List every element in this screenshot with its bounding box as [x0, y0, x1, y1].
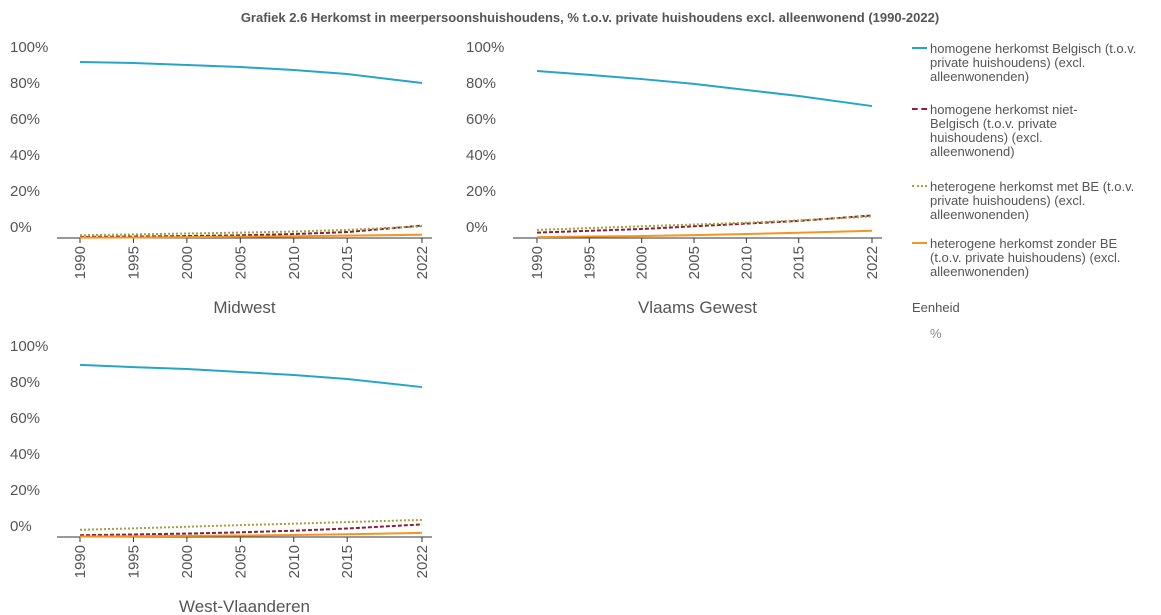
unit-title: Eenheid [912, 300, 960, 315]
legend-label: heterogene herkomst met BE (t.o.v. priva… [930, 179, 1135, 222]
series-line [536, 214, 873, 234]
y-tick-label: 40% [10, 147, 40, 164]
series-line [536, 69, 873, 108]
series-line [79, 225, 423, 237]
x-tick-label: 2010 [738, 246, 755, 279]
series-line [79, 531, 423, 538]
y-tick-label: 0% [10, 518, 32, 535]
y-tick-label: 80% [466, 75, 496, 92]
x-tick-label: 2000 [179, 246, 196, 279]
legend-label: homogene herkomst niet-Belgisch (t.o.v. … [930, 102, 1078, 159]
x-tick-label: 2005 [232, 246, 249, 279]
x-tick-label: 2005 [686, 246, 703, 279]
panel-title: Midwest [213, 298, 276, 317]
y-tick-label: 80% [10, 75, 40, 92]
x-tick-label: 2005 [232, 545, 249, 578]
x-tick-label: 2010 [286, 545, 303, 578]
y-tick-label: 60% [10, 111, 40, 128]
y-tick-label: 40% [466, 147, 496, 164]
x-tick-label: 2022 [864, 246, 881, 279]
legend-item: heterogene herkomst met BE (t.o.v. priva… [912, 180, 1137, 222]
legend-swatch [912, 47, 927, 49]
panel-title: Vlaams Gewest [638, 298, 757, 317]
series-line [536, 229, 873, 239]
y-tick-label: 20% [10, 482, 40, 499]
series-line [79, 60, 423, 85]
x-tick-label: 2015 [791, 246, 808, 279]
legend-item: heterogene herkomst zonder BE (t.o.v. pr… [912, 237, 1137, 279]
x-tick-label: 2000 [179, 545, 196, 578]
legend-label: heterogene herkomst zonder BE (t.o.v. pr… [930, 236, 1121, 279]
x-tick-label: 2000 [634, 246, 651, 279]
y-tick-label: 100% [466, 39, 504, 56]
y-tick-label: 0% [10, 219, 32, 236]
y-tick-label: 100% [10, 39, 48, 56]
series-line [79, 233, 423, 239]
x-tick-label: 2022 [414, 545, 431, 578]
series-line [536, 215, 873, 231]
panel-title: West-Vlaanderen [179, 597, 310, 615]
legend-label: homogene herkomst Belgisch (t.o.v. priva… [930, 41, 1137, 84]
y-tick-label: 20% [10, 183, 40, 200]
y-tick-label: 40% [10, 446, 40, 463]
legend-swatch [912, 185, 927, 187]
x-tick-label: 1995 [125, 545, 142, 578]
series-line [79, 523, 423, 537]
legend-swatch [912, 108, 927, 110]
x-tick-label: 1995 [125, 246, 142, 279]
y-tick-label: 60% [466, 111, 496, 128]
x-tick-label: 1990 [72, 246, 89, 279]
x-tick-label: 2010 [286, 246, 303, 279]
series-line [79, 518, 423, 531]
chart-title: Grafiek 2.6 Herkomst in meerpersoonshuis… [241, 10, 939, 25]
x-tick-label: 1990 [529, 246, 546, 279]
x-tick-label: 2015 [339, 545, 356, 578]
x-tick-label: 1990 [72, 545, 89, 578]
x-tick-label: 2022 [414, 246, 431, 279]
y-tick-label: 20% [466, 183, 496, 200]
x-tick-label: 1995 [581, 246, 598, 279]
legend-swatch [912, 242, 927, 244]
x-tick-label: 2015 [339, 246, 356, 279]
unit-text: % [930, 326, 942, 341]
series-line [79, 224, 423, 238]
legend-item: homogene herkomst Belgisch (t.o.v. priva… [912, 42, 1137, 84]
y-tick-label: 100% [10, 338, 48, 355]
series-line [79, 363, 423, 389]
y-tick-label: 80% [10, 374, 40, 391]
legend-item: homogene herkomst niet-Belgisch (t.o.v. … [912, 103, 1137, 159]
y-tick-label: 0% [466, 219, 488, 236]
y-tick-label: 60% [10, 410, 40, 427]
